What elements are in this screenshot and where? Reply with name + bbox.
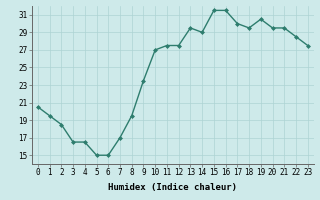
X-axis label: Humidex (Indice chaleur): Humidex (Indice chaleur) <box>108 183 237 192</box>
